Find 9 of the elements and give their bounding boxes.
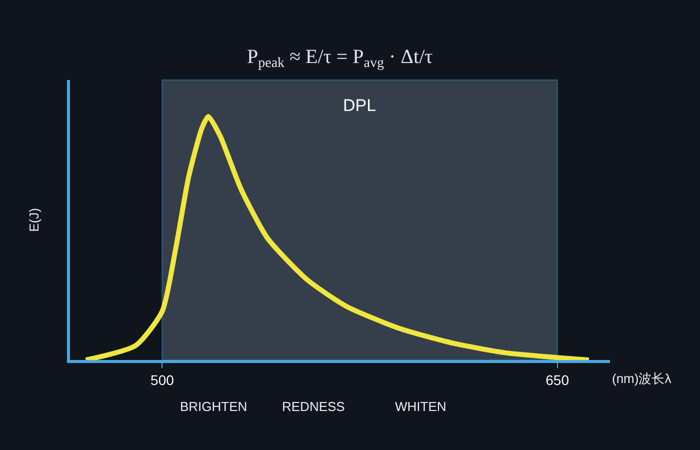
text: WHITEN — [395, 399, 446, 414]
x-axis-title: (nm)波长λ — [612, 371, 672, 386]
text: REDNESS — [282, 399, 346, 414]
x-tick-label: 500 — [150, 372, 174, 388]
y-axis-title: E(J) — [26, 208, 42, 232]
text: P$_{peak}$ ≈ E/τ = P$_{avg}$ · Δt/τ — [247, 46, 433, 72]
x-tick-label: 650 — [546, 372, 570, 388]
band-label: DPL — [343, 96, 376, 115]
text: BRIGHTEN — [180, 399, 248, 414]
